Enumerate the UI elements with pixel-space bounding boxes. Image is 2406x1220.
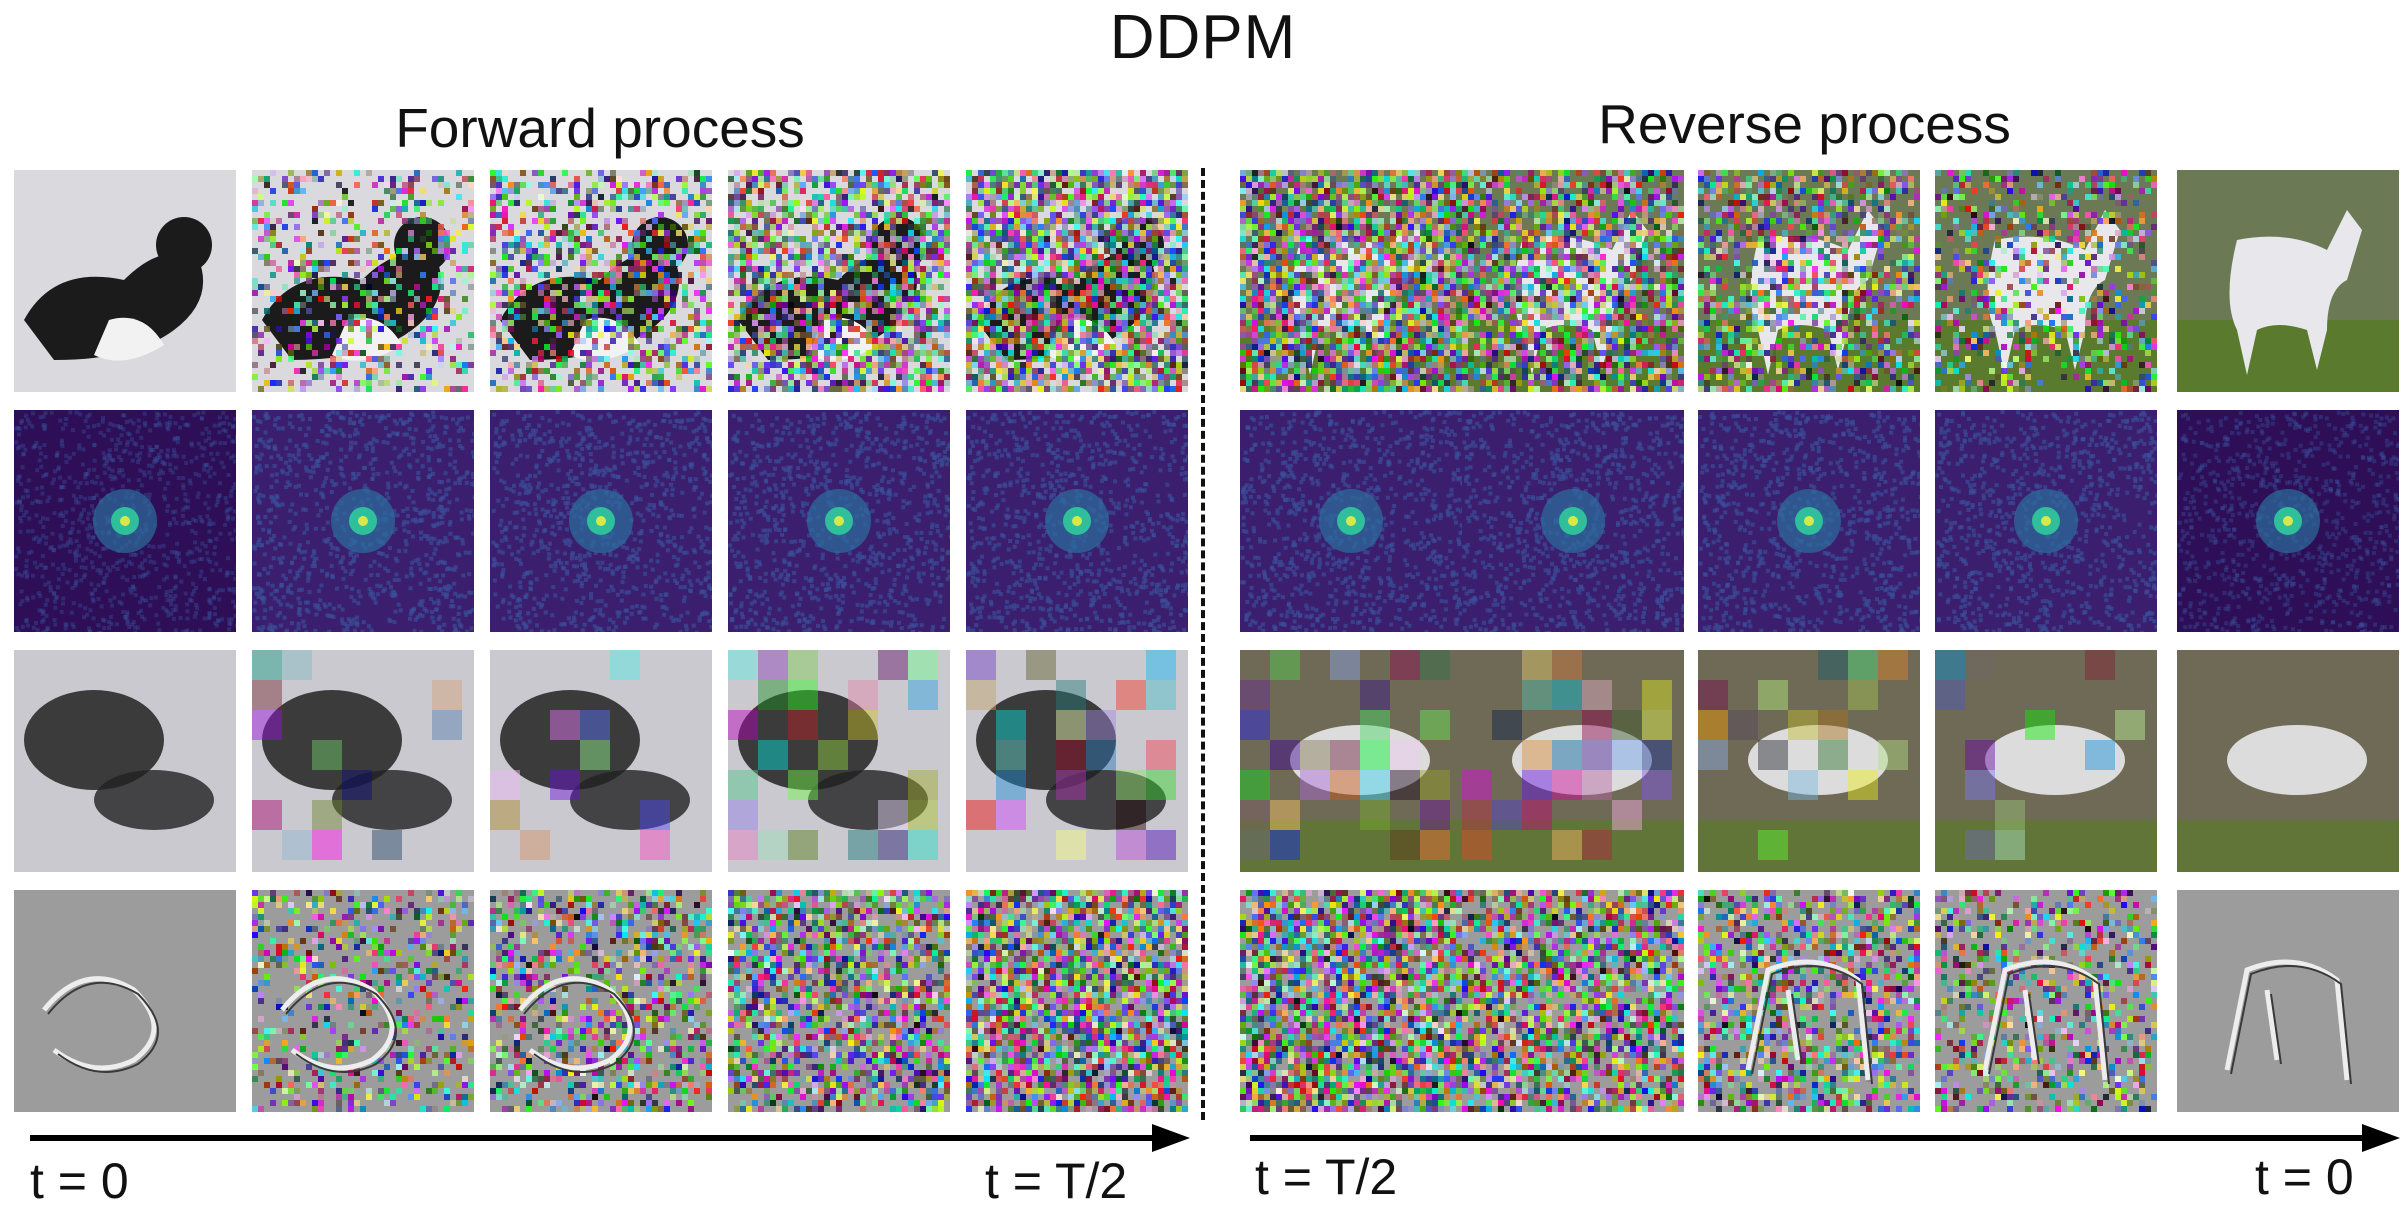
spectrum-tile — [966, 410, 1188, 632]
highpass-tile — [490, 890, 712, 1112]
highpass-tile — [1698, 890, 1920, 1112]
spectrum-tile — [728, 410, 950, 632]
reverse-process-title: Reverse process — [1203, 92, 2406, 156]
spectrum-tile — [1698, 410, 1920, 632]
image-tile — [1240, 170, 1462, 392]
image-tile — [966, 170, 1188, 392]
image-tile — [728, 170, 950, 392]
reverse-time-arrow — [1250, 1124, 2400, 1152]
lowpass-tile — [252, 650, 474, 872]
highpass-tile — [966, 890, 1188, 1112]
image-tile — [1698, 170, 1920, 392]
image-tile — [2177, 170, 2399, 392]
spectrum-tile — [490, 410, 712, 632]
lowpass-tile — [728, 650, 950, 872]
image-tile — [14, 170, 236, 392]
lowpass-tile — [14, 650, 236, 872]
lowpass-tile — [1240, 650, 1462, 872]
reverse-end-label: t = 0 — [2255, 1148, 2354, 1206]
lowpass-tile — [1935, 650, 2157, 872]
forward-time-arrow — [30, 1124, 1190, 1152]
image-tile — [1935, 170, 2157, 392]
highpass-tile — [1240, 890, 1462, 1112]
figure-title: DDPM — [0, 2, 2406, 73]
image-tile — [252, 170, 474, 392]
spectrum-tile — [2177, 410, 2399, 632]
spectrum-tile — [1240, 410, 1462, 632]
spectrum-tile — [252, 410, 474, 632]
lowpass-tile — [1462, 650, 1684, 872]
highpass-tile — [252, 890, 474, 1112]
spectrum-tile — [14, 410, 236, 632]
lowpass-tile — [1698, 650, 1920, 872]
highpass-tile — [728, 890, 950, 1112]
reverse-start-label: t = T/2 — [1255, 1148, 1397, 1206]
highpass-tile — [2177, 890, 2399, 1112]
lowpass-tile — [490, 650, 712, 872]
image-tile — [490, 170, 712, 392]
highpass-tile — [1935, 890, 2157, 1112]
forward-start-label: t = 0 — [30, 1152, 129, 1210]
image-tile — [1462, 170, 1684, 392]
highpass-tile — [14, 890, 236, 1112]
lowpass-tile — [966, 650, 1188, 872]
lowpass-tile — [2177, 650, 2399, 872]
highpass-tile — [1462, 890, 1684, 1112]
spectrum-tile — [1462, 410, 1684, 632]
forward-end-label: t = T/2 — [985, 1152, 1127, 1210]
forward-process-title: Forward process — [0, 96, 1200, 160]
spectrum-tile — [1935, 410, 2157, 632]
process-divider — [1201, 168, 1205, 1120]
